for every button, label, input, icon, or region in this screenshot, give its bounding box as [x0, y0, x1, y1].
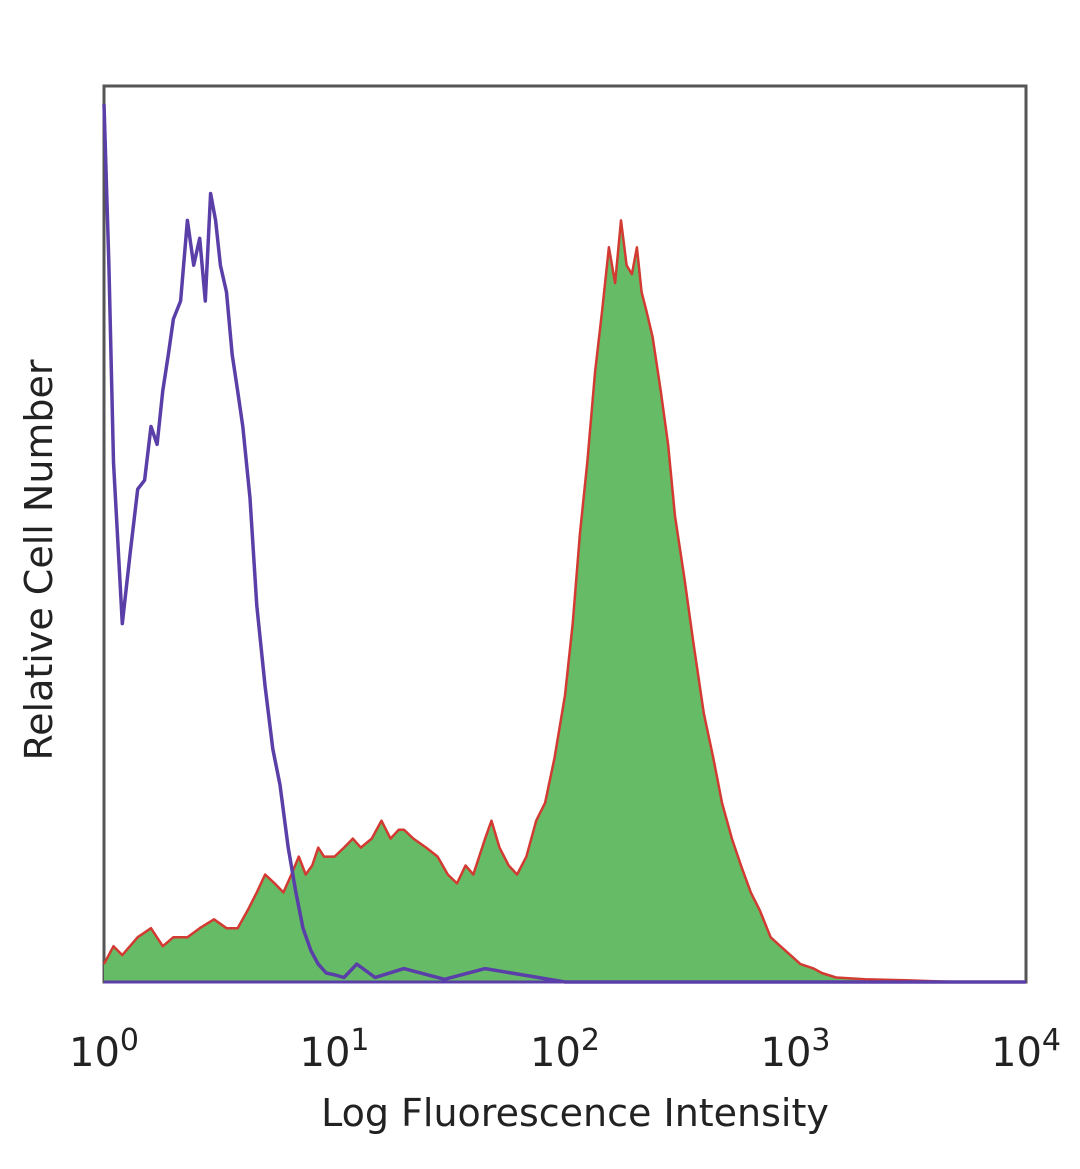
- x-axis-label: Log Fluorescence Intensity: [321, 1091, 829, 1135]
- x-tick-label-0: 100: [69, 1023, 139, 1076]
- series-0-line: [102, 103, 1026, 984]
- x-tick-label-4: 104: [991, 1023, 1061, 1076]
- series-1-area: [104, 220, 1026, 982]
- series-1-outline: [102, 219, 1026, 984]
- x-tick-label-3: 103: [761, 1023, 831, 1076]
- x-tick-label-2: 102: [530, 1023, 600, 1076]
- y-axis-label: Relative Cell Number: [17, 359, 61, 760]
- x-tick-label-1: 101: [300, 1023, 370, 1076]
